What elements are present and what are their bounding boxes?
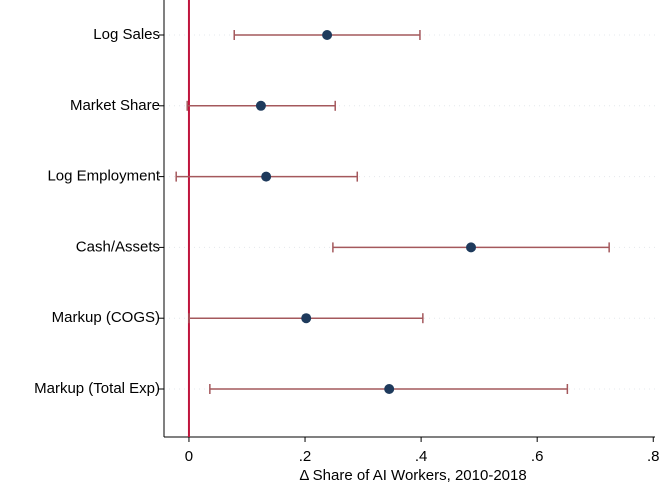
x-tick-label: 0	[185, 448, 193, 465]
y-tick-label: Markup (COGS)	[52, 309, 160, 326]
point	[255, 100, 266, 111]
x-tick-label: .2	[299, 448, 312, 465]
point	[261, 171, 272, 182]
point	[322, 30, 333, 40]
x-tick-label: .6	[531, 448, 544, 465]
y-tick-label: Market Share	[70, 97, 160, 114]
y-tick-label: Log Sales	[93, 26, 160, 43]
x-tick-label: .4	[415, 448, 428, 465]
y-tick-label: Log Employment	[47, 168, 160, 185]
x-axis-title: Δ Share of AI Workers, 2010-2018	[299, 467, 526, 483]
x-tick-label: .8	[647, 448, 660, 465]
point	[466, 242, 477, 253]
y-tick-label: Cash/Assets	[76, 238, 160, 255]
point	[384, 384, 395, 394]
point	[301, 313, 312, 324]
y-tick-label: Markup (Total Exp)	[34, 380, 160, 397]
